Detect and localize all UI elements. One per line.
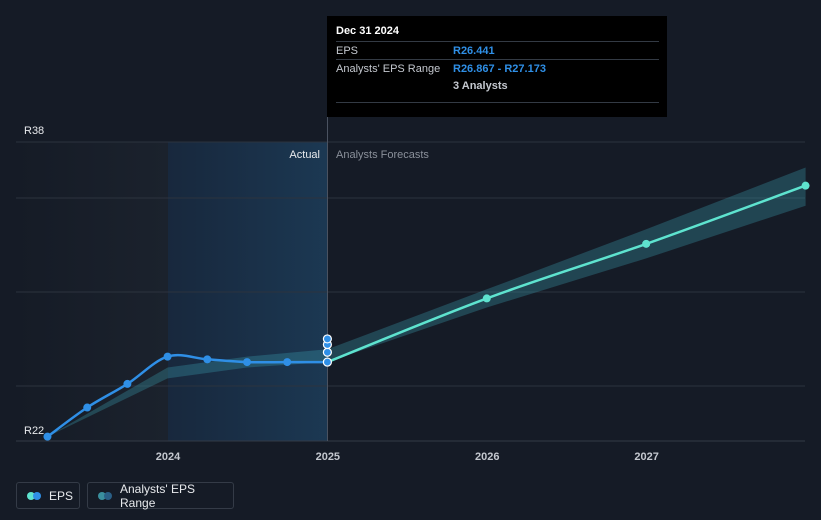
tooltip-range-row: Analysts' EPS Range R26.867 - R27.173	[336, 59, 659, 77]
hover-marker	[322, 334, 332, 344]
eps-point	[203, 355, 212, 364]
eps-point	[123, 379, 132, 388]
tooltip-range-label: Analysts' EPS Range	[336, 62, 441, 75]
hover-marker	[322, 357, 332, 367]
eps-forecast-line	[326, 184, 807, 364]
tooltip-divider	[336, 102, 659, 103]
tooltip-eps-label: EPS	[336, 44, 359, 57]
eps-forecast-point	[482, 294, 491, 303]
x-tick-label: 2027	[634, 451, 658, 463]
x-tick-label: 2026	[475, 451, 499, 463]
legend-eps[interactable]: EPS	[16, 482, 80, 509]
hover-marker	[322, 347, 332, 357]
y-label-bottom: R22	[24, 425, 44, 437]
tooltip-range-value: R26.867 - R27.173	[453, 62, 546, 75]
x-tick-label: 2025	[316, 451, 340, 463]
actual-label: Actual	[289, 149, 320, 161]
legend-analysts-range[interactable]: Analysts' EPS Range	[87, 481, 234, 510]
eps-forecast-point	[801, 181, 810, 190]
eps-forecast-point	[642, 239, 651, 248]
forecast-label: Analysts Forecasts	[336, 149, 429, 161]
tooltip-eps-row: EPS R26.441	[336, 41, 659, 59]
eps-point	[43, 432, 52, 441]
legend-eps-label: EPS	[49, 488, 74, 503]
eps-point	[83, 403, 92, 412]
tooltip-eps-value: R26.441	[453, 44, 495, 57]
eps-point	[283, 358, 292, 367]
tooltip-analysts-count: 3 Analysts	[453, 79, 508, 92]
hover-tooltip: Dec 31 2024 EPS R26.441 Analysts' EPS Ra…	[327, 16, 667, 117]
x-tick-label: 2024	[156, 451, 181, 463]
eps-point	[163, 352, 172, 361]
eps-point	[243, 358, 252, 367]
range-legend-icon	[98, 491, 112, 500]
tooltip-date: Dec 31 2024	[336, 25, 399, 37]
legend-range-label: Analysts' EPS Range	[120, 481, 195, 510]
tooltip-analysts-row: 3 Analysts	[336, 77, 659, 94]
eps-legend-icon	[27, 491, 41, 500]
y-label-top: R38	[24, 125, 44, 137]
